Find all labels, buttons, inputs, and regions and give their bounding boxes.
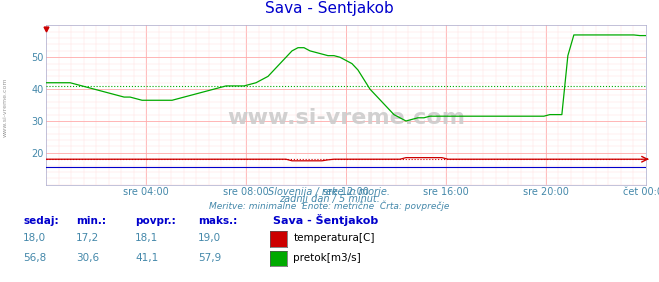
Text: min.:: min.:	[76, 216, 106, 226]
Text: zadnji dan / 5 minut.: zadnji dan / 5 minut.	[279, 194, 380, 204]
Text: sedaj:: sedaj:	[23, 216, 59, 226]
Text: 56,8: 56,8	[23, 253, 46, 263]
Text: www.si-vreme.com: www.si-vreme.com	[227, 108, 465, 128]
Text: 30,6: 30,6	[76, 253, 99, 263]
Text: 19,0: 19,0	[198, 233, 221, 243]
Text: 57,9: 57,9	[198, 253, 221, 263]
Text: www.si-vreme.com: www.si-vreme.com	[3, 78, 8, 137]
Text: pretok[m3/s]: pretok[m3/s]	[293, 253, 361, 263]
Text: Sava - Šentjakob: Sava - Šentjakob	[273, 214, 379, 226]
Text: povpr.:: povpr.:	[135, 216, 176, 226]
Text: 18,0: 18,0	[23, 233, 46, 243]
Text: Sava - Šentjakob: Sava - Šentjakob	[265, 0, 394, 16]
Text: temperatura[C]: temperatura[C]	[293, 233, 375, 243]
Text: Meritve: minimalne  Enote: metrične  Črta: povprečje: Meritve: minimalne Enote: metrične Črta:…	[210, 200, 449, 211]
Text: 18,1: 18,1	[135, 233, 158, 243]
Text: 41,1: 41,1	[135, 253, 158, 263]
Text: maks.:: maks.:	[198, 216, 237, 226]
Text: 17,2: 17,2	[76, 233, 99, 243]
Text: Slovenija / reke in morje.: Slovenija / reke in morje.	[268, 187, 391, 197]
